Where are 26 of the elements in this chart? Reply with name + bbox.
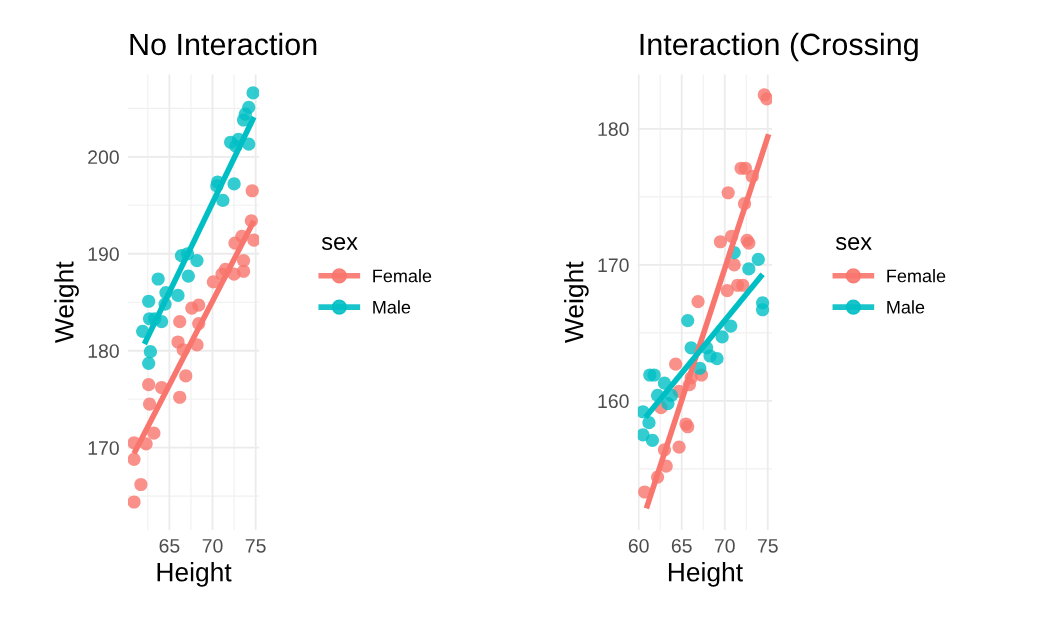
y-axis-title: Weight bbox=[564, 261, 589, 343]
y-tick-label: 190 bbox=[88, 247, 119, 262]
legend-title: sex bbox=[835, 237, 872, 250]
x-tick-label: 70 bbox=[202, 538, 223, 553]
x-tick-label: 70 bbox=[714, 538, 735, 553]
y-tick-label: 160 bbox=[598, 394, 629, 409]
legend-label: Male bbox=[887, 300, 925, 314]
x-tick-label: 65 bbox=[671, 538, 692, 553]
x-tick-label: 75 bbox=[757, 539, 778, 553]
y-tick-label: 180 bbox=[88, 344, 119, 358]
legend-label: Female bbox=[887, 269, 946, 283]
y-axis-title: Weight bbox=[54, 261, 79, 343]
y-tick-label: 180 bbox=[598, 122, 629, 137]
x-axis-title: Height bbox=[157, 562, 232, 587]
legend-title: sex bbox=[321, 237, 358, 250]
chart-title: No Interaction bbox=[130, 32, 317, 56]
x-tick-label: 60 bbox=[628, 538, 649, 553]
x-tick-label: 65 bbox=[159, 538, 180, 553]
y-tick-label: 200 bbox=[88, 150, 119, 165]
legend-label: Male bbox=[373, 300, 411, 314]
x-tick-label: 75 bbox=[245, 539, 266, 553]
legend-label: Female bbox=[373, 269, 432, 283]
y-tick-label: 170 bbox=[88, 441, 119, 455]
x-axis-title: Height bbox=[668, 562, 743, 587]
chart-title: Interaction (Crossing bbox=[640, 32, 918, 62]
y-tick-label: 170 bbox=[598, 258, 629, 273]
